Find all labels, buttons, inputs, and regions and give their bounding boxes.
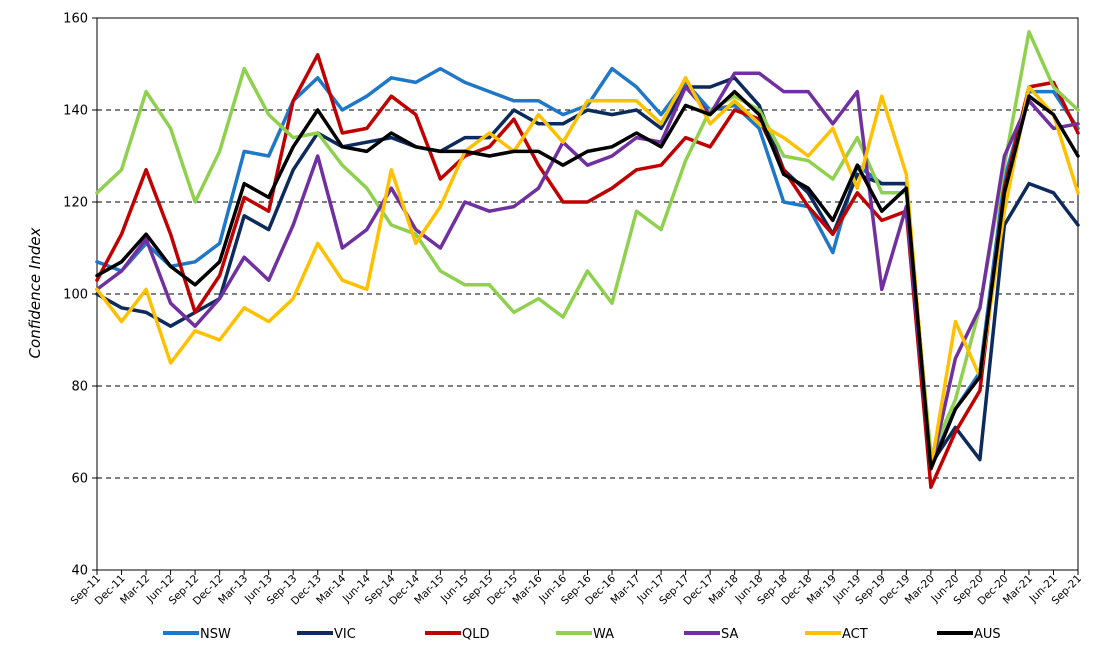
legend-label-nsw: NSW: [200, 627, 231, 642]
y-tick-label: 120: [63, 196, 88, 211]
y-tick-label: 80: [71, 380, 88, 395]
series-line-aus: [95, 89, 1080, 471]
series-lines: [95, 30, 1080, 489]
y-axis-label: Confidence Index: [26, 227, 44, 358]
legend-label-qld: QLD: [462, 627, 490, 642]
legend-label-vic: VIC: [334, 627, 356, 642]
y-tick-label: 40: [71, 564, 88, 579]
legend-label-sa: SA: [721, 627, 738, 642]
legend: NSW VIC QLD WA SA ACT AUS: [163, 627, 1001, 642]
y-tick-label: 100: [63, 288, 88, 303]
legend-label-act: ACT: [842, 627, 868, 642]
y-tick-label: 160: [63, 12, 88, 27]
legend-label-aus: AUS: [974, 627, 1001, 642]
y-tick-label: 140: [63, 104, 88, 119]
legend-label-wa: WA: [593, 627, 614, 642]
y-tick-label: 60: [71, 472, 88, 487]
